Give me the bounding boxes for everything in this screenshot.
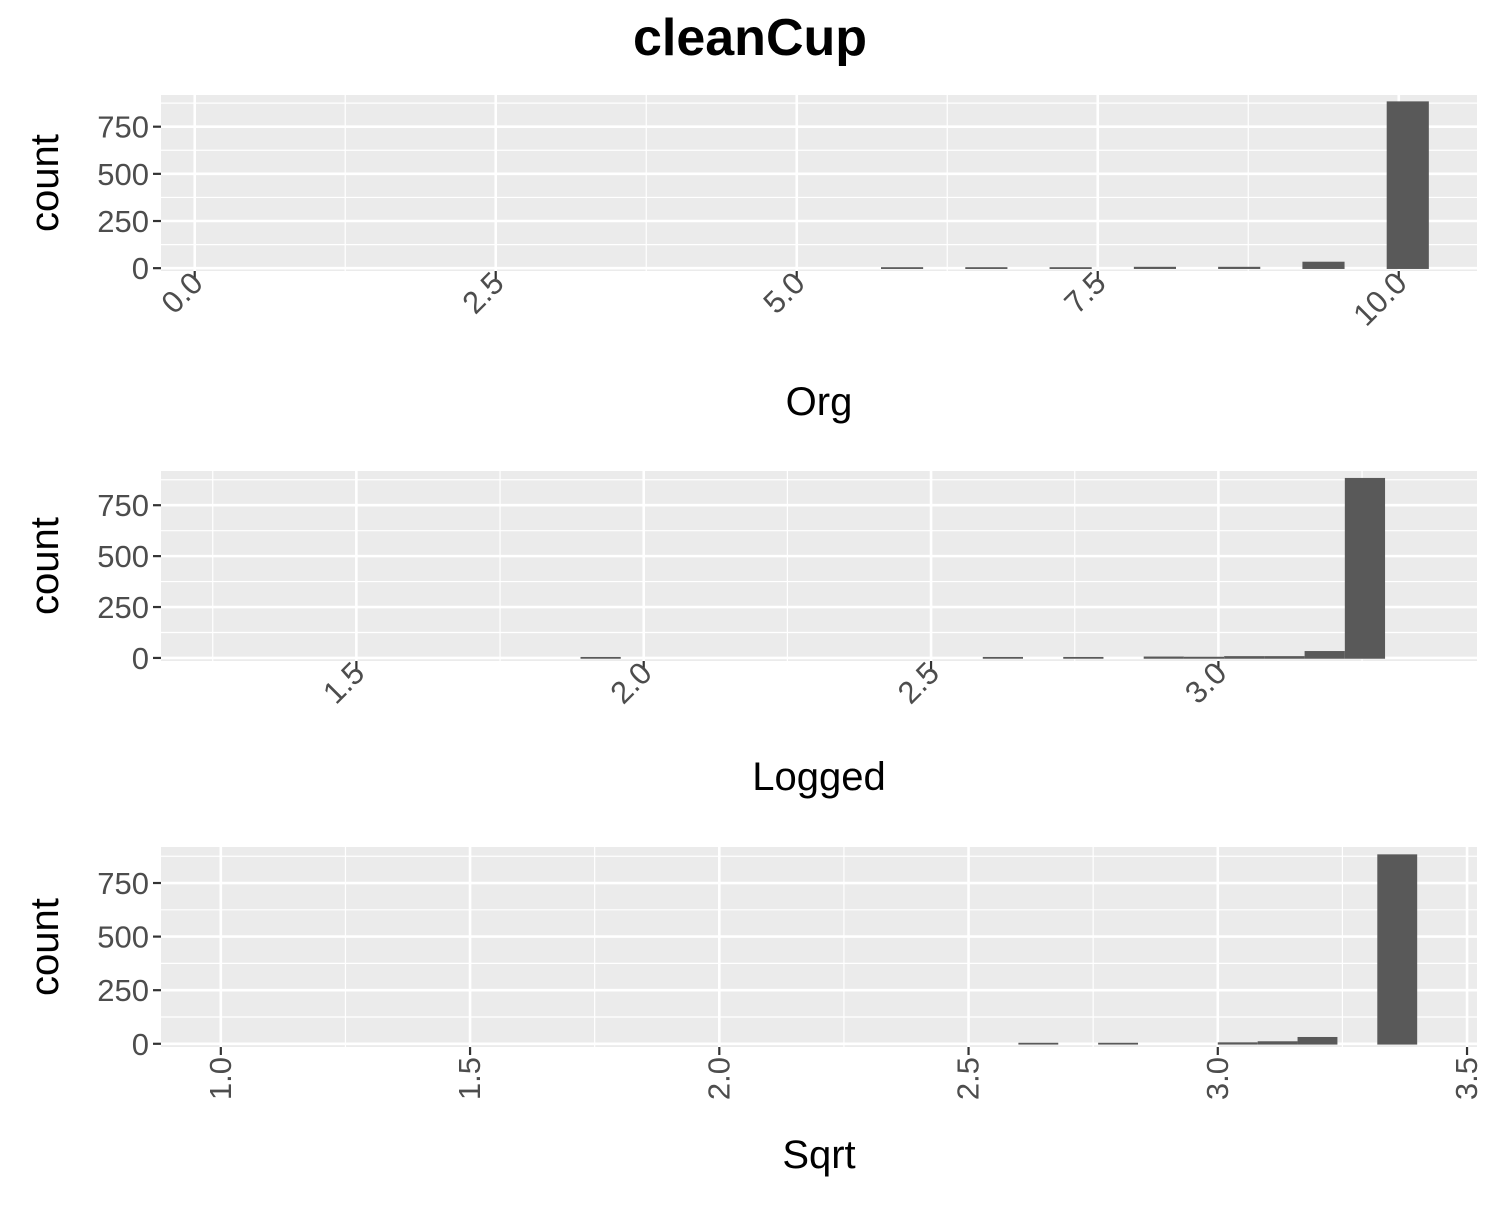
chart-title: cleanCup [632, 9, 868, 67]
histogram-bar [1143, 656, 1184, 659]
x-tick-label: 3.5 [1449, 1057, 1484, 1100]
y-axis-title: count [23, 134, 67, 232]
y-tick-label: 750 [97, 110, 149, 145]
panel-background [161, 471, 1477, 661]
x-tick-label: 3.0 [1200, 1057, 1235, 1100]
histogram-bar [1257, 1041, 1298, 1045]
y-tick-label: 500 [97, 539, 149, 574]
panel-background [161, 95, 1477, 271]
histogram-bar [982, 656, 1024, 659]
y-tick-label: 250 [97, 973, 149, 1008]
x-tick-label: 5.0 [756, 265, 811, 320]
x-tick-label: 2.0 [701, 1057, 736, 1100]
histogram-bar [1018, 1042, 1059, 1045]
x-tick-label: 10.0 [1346, 265, 1413, 332]
y-tick-label: 750 [97, 488, 149, 523]
y-tick-label: 250 [97, 204, 149, 239]
histogram-bar [1224, 656, 1265, 659]
histogram-bar [1344, 477, 1386, 659]
x-tick-label: 7.5 [1057, 265, 1112, 320]
histogram-bar [1098, 1042, 1139, 1045]
histogram-bar [1302, 261, 1345, 269]
y-tick-label: 250 [97, 590, 149, 625]
panel-3: 0 250 500 750 1.0 1.5 2.0 2.5 3.0 3.5 Sqrt count [23, 847, 1484, 1177]
x-tick-label: 2.5 [455, 265, 510, 320]
histogram-bar [965, 267, 1008, 269]
histogram-bar [1218, 266, 1261, 269]
x-tick-label: 1.0 [203, 1057, 238, 1100]
x-tick-label: 0.0 [154, 265, 209, 320]
x-tick-label: 3.0 [1178, 655, 1233, 710]
y-axis-title: count [23, 898, 67, 996]
panel-1: 0 250 500 750 0.0 2.5 5.0 7.5 10.0 Org count [23, 95, 1477, 424]
panel-background [161, 847, 1477, 1047]
histogram-bar [580, 656, 621, 659]
histogram-bar [1264, 656, 1305, 659]
x-tick-label: 2.5 [951, 1057, 986, 1100]
histogram-bar [1217, 1042, 1258, 1045]
y-tick-label: 500 [97, 157, 149, 192]
panel-2: 0 250 500 750 1.5 2.0 2.5 3.0 Logged count [23, 471, 1477, 799]
y-tick-label: 750 [97, 866, 149, 901]
histogram-bar [1297, 1036, 1338, 1045]
x-axis-title: Sqrt [782, 1133, 855, 1177]
y-tick-label: 0 [132, 1027, 149, 1062]
x-tick-label: 1.5 [452, 1057, 487, 1100]
x-tick-label: 1.5 [316, 655, 371, 710]
histogram-bar [1049, 267, 1092, 269]
y-tick-label: 0 [132, 641, 149, 676]
x-tick-label: 2.5 [891, 655, 946, 710]
y-tick-label: 500 [97, 920, 149, 955]
x-tick-label: 2.0 [603, 655, 658, 710]
histogram-bar [1183, 656, 1225, 659]
histogram-bar [1304, 651, 1345, 659]
histogram-bar [1386, 101, 1429, 269]
x-axis-title: Logged [752, 755, 885, 799]
y-axis-title: count [23, 517, 67, 615]
histogram-bar [881, 267, 924, 269]
histogram-bar [1133, 266, 1176, 269]
x-axis-title: Org [786, 380, 853, 424]
histogram-bar [1377, 854, 1418, 1045]
histogram-bar [1063, 656, 1104, 659]
y-tick-label: 0 [132, 251, 149, 286]
